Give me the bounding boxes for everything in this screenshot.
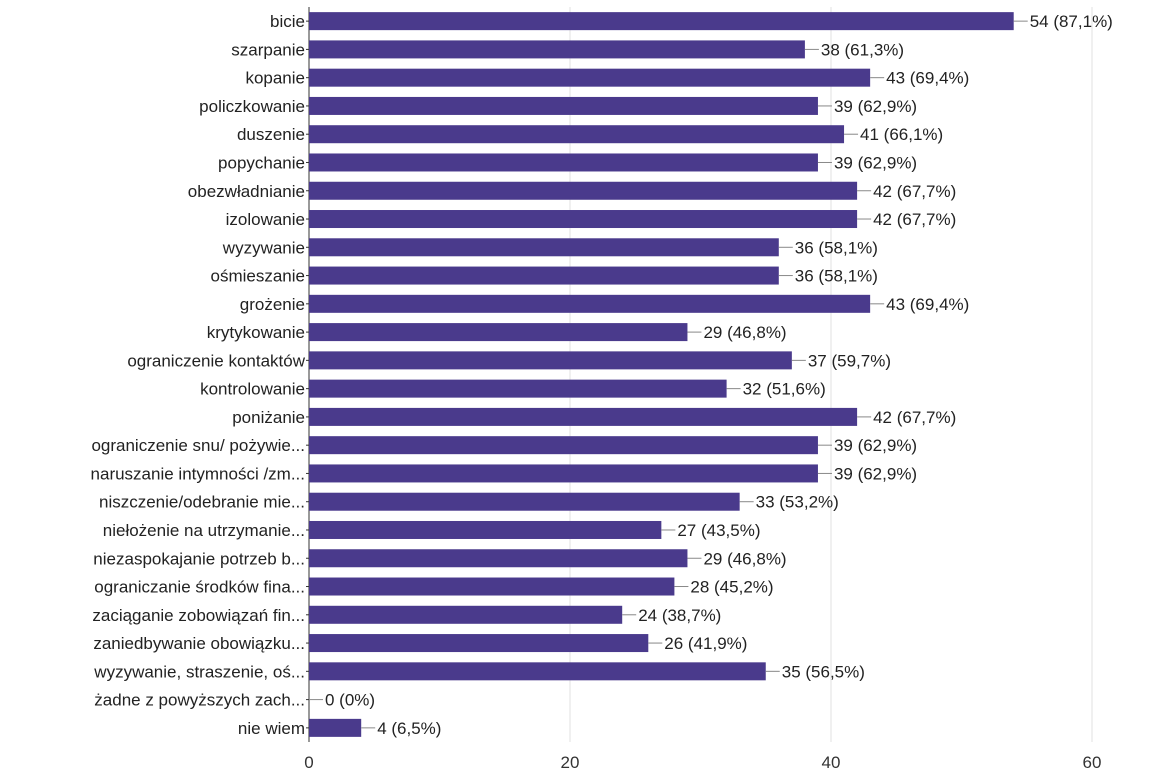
category-label: kontrolowanie: [200, 380, 305, 399]
bar: [309, 181, 858, 200]
data-label: 41 (66,1%): [860, 125, 943, 144]
bar: [309, 238, 779, 257]
data-label: 38 (61,3%): [821, 40, 904, 59]
x-tick-label-20: 20: [561, 753, 580, 772]
bar: [309, 549, 688, 568]
data-label: 42 (67,7%): [873, 182, 956, 201]
data-label: 4 (6,5%): [377, 719, 441, 738]
category-label: ograniczanie środków fina...: [94, 578, 305, 597]
category-label: wyzywanie: [222, 238, 305, 257]
category-label: szarpanie: [231, 40, 305, 59]
data-label: 42 (67,7%): [873, 408, 956, 427]
category-label: obezwładnianie: [188, 182, 305, 201]
data-label: 29 (46,8%): [703, 549, 786, 568]
data-label: 54 (87,1%): [1030, 12, 1113, 31]
category-label: duszenie: [237, 125, 305, 144]
data-label: 27 (43,5%): [677, 521, 760, 540]
bar: [309, 68, 871, 87]
bar: [309, 294, 871, 313]
bar: [309, 210, 858, 229]
bar: [309, 125, 845, 144]
bar: [309, 96, 818, 115]
bar: [309, 351, 792, 370]
bar: [309, 520, 662, 539]
category-label: krytykowanie: [207, 323, 305, 342]
x-tick-label-0: 0: [304, 753, 313, 772]
bar: [309, 464, 818, 483]
category-label: wyzywanie, straszenie, oś...: [93, 662, 305, 681]
category-label: ograniczenie snu/ pożywie...: [91, 436, 305, 455]
bar: [309, 436, 818, 455]
bar: [309, 718, 362, 737]
data-label: 24 (38,7%): [638, 606, 721, 625]
data-label: 35 (56,5%): [782, 662, 865, 681]
x-tick-label-60: 60: [1083, 753, 1102, 772]
data-label: 39 (62,9%): [834, 97, 917, 116]
bar: [309, 407, 858, 426]
data-label: 39 (62,9%): [834, 153, 917, 172]
category-label: nie wiem: [238, 719, 305, 738]
data-label: 39 (62,9%): [834, 436, 917, 455]
bar: [309, 153, 818, 172]
bar: [309, 40, 805, 59]
data-label: 36 (58,1%): [795, 267, 878, 286]
category-label: ośmieszanie: [211, 267, 306, 286]
data-label: 28 (45,2%): [690, 578, 773, 597]
data-label: 29 (46,8%): [703, 323, 786, 342]
category-label: żadne z powyższych zach...: [94, 691, 305, 710]
category-label: policzkowanie: [199, 97, 305, 116]
category-label: bicie: [270, 12, 305, 31]
data-label: 32 (51,6%): [743, 380, 826, 399]
data-label: 33 (53,2%): [756, 493, 839, 512]
data-label: 42 (67,7%): [873, 210, 956, 229]
bar: [309, 605, 623, 624]
category-label: kopanie: [245, 69, 305, 88]
data-label: 26 (41,9%): [664, 634, 747, 653]
category-label: naruszanie intymności /zm...: [91, 464, 305, 483]
data-label: 43 (69,4%): [886, 69, 969, 88]
data-label: 43 (69,4%): [886, 295, 969, 314]
bar: [309, 577, 675, 596]
bar: [309, 12, 1014, 31]
data-label: 0 (0%): [325, 691, 375, 710]
category-label: niełożenie na utrzymanie...: [103, 521, 305, 540]
data-label: 39 (62,9%): [834, 464, 917, 483]
data-label: 37 (59,7%): [808, 351, 891, 370]
bar: [309, 379, 727, 398]
bar: [309, 323, 688, 342]
category-label: izolowanie: [226, 210, 305, 229]
x-tick-label-40: 40: [822, 753, 841, 772]
category-label: ograniczenie kontaktów: [127, 351, 305, 370]
bar: [309, 634, 649, 653]
data-label: 36 (58,1%): [795, 238, 878, 257]
category-label: niszczenie/odebranie mie...: [99, 493, 305, 512]
category-label: poniżanie: [232, 408, 305, 427]
category-label: zaciąganie zobowiązań fin...: [92, 606, 305, 625]
bar: [309, 266, 779, 285]
category-label: grożenie: [240, 295, 305, 314]
category-label: niezaspokajanie potrzeb b...: [93, 549, 305, 568]
bar: [309, 662, 766, 681]
category-label: zaniedbywanie obowiązku...: [93, 634, 305, 653]
bar: [309, 492, 740, 511]
category-label: popychanie: [218, 153, 305, 172]
